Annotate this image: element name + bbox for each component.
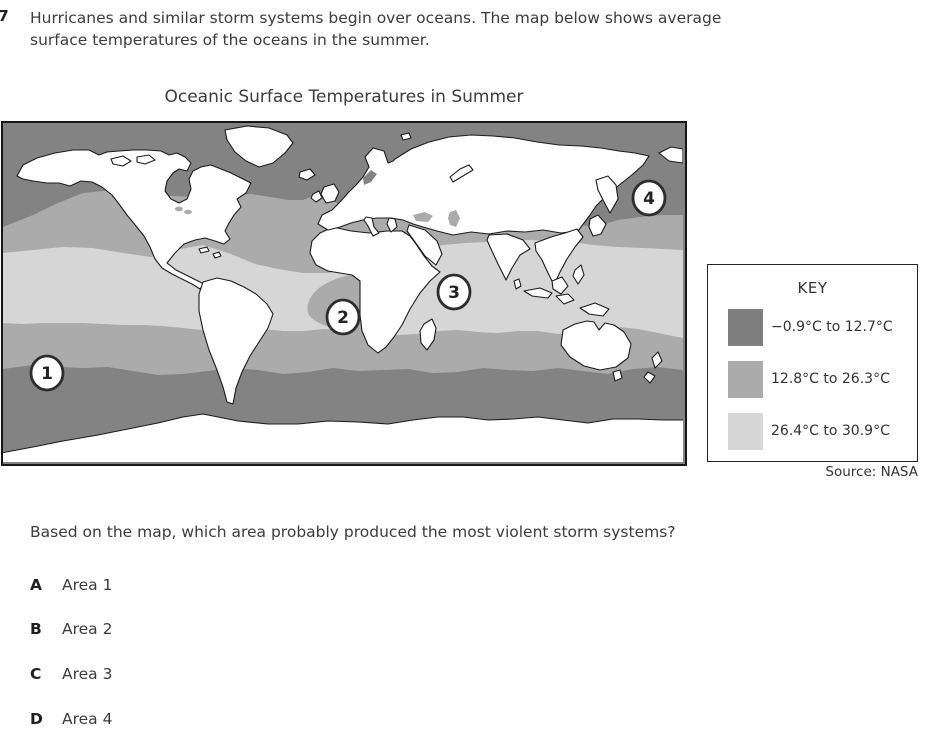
arabia [406, 224, 443, 266]
svalbard [400, 132, 412, 141]
svg-text:2: 2 [337, 308, 349, 328]
answer-option-c[interactable]: C Area 3 [30, 665, 430, 683]
question-number: 7 [0, 7, 9, 25]
question-intro: Hurricanes and similar storm systems beg… [30, 7, 920, 51]
area-marker-2: 2 [325, 298, 361, 336]
world-map-svg: 1 2 3 4 [3, 123, 683, 462]
answer-option-a[interactable]: A Area 1 [30, 576, 430, 594]
africa [309, 226, 441, 354]
eurasia [317, 134, 650, 236]
intro-line-2: surface temperatures of the oceans in th… [30, 31, 430, 49]
sri-lanka [513, 278, 522, 290]
map-key: KEY −0.9°C to 12.7°C 12.8°C to 26.3°C 26… [707, 264, 918, 462]
option-text-b: Area 2 [62, 620, 113, 638]
answer-option-b[interactable]: B Area 2 [30, 620, 430, 638]
cold-swatch [728, 309, 763, 346]
svg-text:3: 3 [448, 283, 460, 303]
greece [386, 217, 398, 233]
italy [363, 216, 380, 237]
cold-range-label: −0.9°C to 12.7°C [771, 319, 893, 335]
great-lakes-2 [184, 209, 192, 215]
area-marker-4: 4 [631, 179, 667, 217]
sumatra-java [523, 287, 575, 305]
antarctica [3, 413, 683, 462]
svg-text:4: 4 [643, 189, 655, 209]
philippines [572, 264, 585, 285]
new-guinea [579, 302, 610, 317]
key-title: KEY [797, 279, 828, 297]
novaya-zemlya [449, 164, 474, 183]
tasmania [612, 369, 623, 382]
option-letter-a: A [30, 576, 42, 594]
world-map-figure: 1 2 3 4 [1, 121, 687, 466]
answer-option-d[interactable]: D Area 4 [30, 710, 430, 728]
area-marker-3: 3 [436, 273, 472, 311]
south-america [198, 277, 274, 405]
great-lakes [175, 206, 183, 212]
iceland [298, 168, 316, 181]
india [486, 233, 531, 281]
madagascar [419, 318, 437, 351]
japan [588, 214, 607, 237]
option-text-a: Area 1 [62, 576, 113, 594]
north-america [16, 149, 252, 290]
great-britain [320, 183, 340, 204]
warm-range-label: 26.4°C to 30.9°C [771, 423, 890, 439]
option-text-c: Area 3 [62, 665, 113, 683]
option-letter-d: D [30, 710, 43, 728]
arctic-islands [110, 154, 156, 167]
bering-land-corner [658, 146, 683, 164]
map-source: Source: NASA [825, 464, 918, 480]
black-sea [413, 212, 433, 222]
caspian-sea [448, 210, 460, 227]
question-text: Based on the map, which area probably pr… [30, 523, 676, 541]
intro-line-1: Hurricanes and similar storm systems beg… [30, 9, 722, 27]
baltic-sea [363, 170, 377, 185]
indochina [534, 228, 584, 286]
option-letter-c: C [30, 665, 42, 683]
new-zealand [643, 351, 663, 384]
option-text-d: Area 4 [62, 710, 113, 728]
warm-swatch [728, 413, 763, 450]
ireland [310, 190, 323, 203]
option-letter-b: B [30, 620, 42, 638]
greenland [224, 125, 294, 168]
svg-text:1: 1 [41, 364, 53, 384]
caribbean-islands [198, 246, 222, 259]
mid-range-label: 12.8°C to 26.3°C [771, 371, 890, 387]
borneo [551, 276, 569, 295]
map-title: Oceanic Surface Temperatures in Summer [164, 87, 524, 107]
kamchatka [595, 175, 619, 214]
mid-swatch [728, 361, 763, 398]
area-marker-1: 1 [29, 354, 65, 392]
australia [560, 320, 632, 371]
